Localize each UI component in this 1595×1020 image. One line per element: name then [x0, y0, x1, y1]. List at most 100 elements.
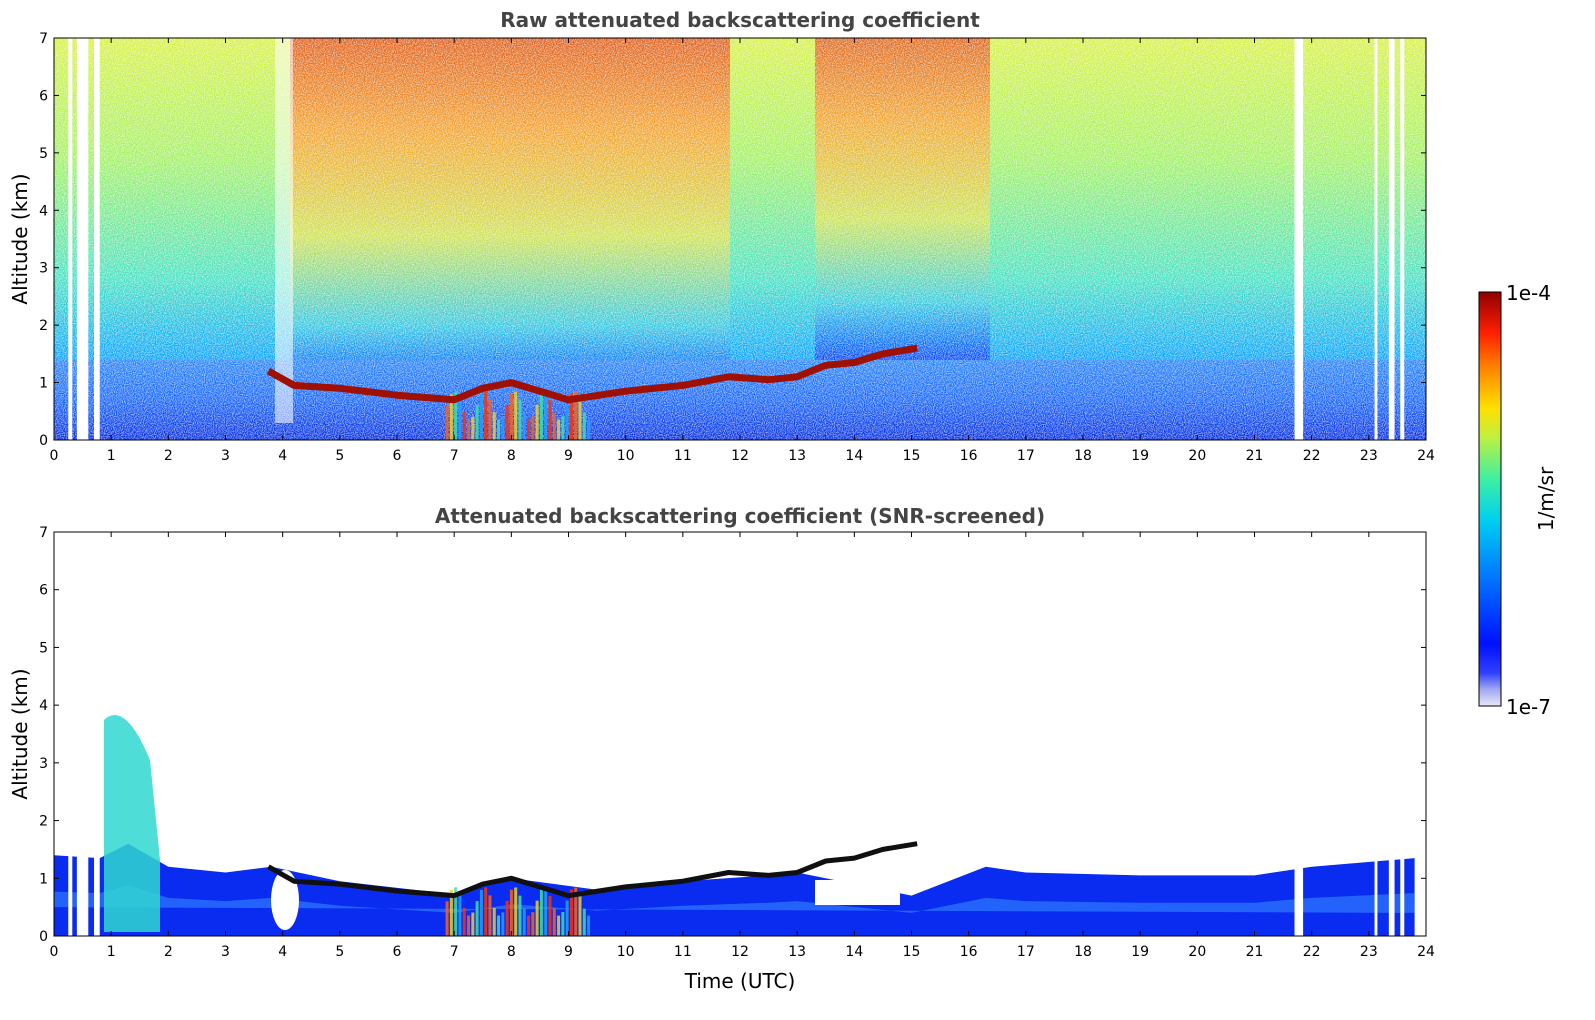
precip-streak: [535, 404, 539, 440]
precip-streak: [471, 416, 475, 440]
y-tick-label: 4: [39, 698, 48, 714]
precip-streak: [505, 900, 509, 936]
precip-streak: [548, 400, 552, 440]
precip-streak: [557, 419, 561, 440]
precip-streak: [501, 416, 505, 440]
precip-streak: [565, 404, 569, 440]
x-tick-label: 20: [1188, 944, 1206, 960]
screened-y-axis-label: Altitude (km): [8, 668, 32, 799]
precip-streak: [582, 908, 586, 936]
data-gap: [1388, 38, 1395, 440]
precip-streak: [449, 394, 453, 440]
x-tick-label: 4: [278, 944, 287, 960]
precip-streak: [475, 901, 479, 936]
x-tick-label: 13: [788, 448, 806, 464]
precip-streak: [479, 889, 483, 936]
raw-y-ticks: 0 1 2 3 4 5 6 7: [39, 31, 1426, 449]
precip-streak: [467, 419, 471, 440]
x-tick-label: 8: [507, 944, 516, 960]
precip-streak: [501, 912, 505, 936]
raw-y-axis-label: Altitude (km): [8, 173, 32, 304]
x-tick-label: 13: [788, 944, 806, 960]
colorbar-unit-label: 1/m/sr: [1534, 466, 1558, 531]
y-tick-label: 6: [39, 583, 48, 599]
raw-heatmap: [54, 38, 1426, 440]
panel-screened-title: Attenuated backscattering coefficient (S…: [435, 504, 1045, 528]
precip-streak: [557, 915, 561, 936]
y-tick-label: 2: [39, 318, 48, 334]
x-tick-label: 7: [450, 448, 459, 464]
panel-screened: Attenuated backscattering coefficient (S…: [8, 504, 1435, 993]
data-gap: [76, 532, 89, 936]
colorbar: 1e-4 1e-7 1/m/sr: [1478, 281, 1558, 719]
x-tick-label: 14: [845, 448, 863, 464]
precip-streak: [531, 912, 535, 936]
x-tick-label: 1: [107, 944, 116, 960]
precip-streak: [531, 416, 535, 440]
x-tick-label: 22: [1303, 944, 1321, 960]
x-tick-label: 0: [50, 944, 59, 960]
precip-streak: [535, 900, 539, 936]
screened-y-ticks: 0 1 2 3 4 5 6 7: [39, 525, 1426, 945]
precip-streak: [454, 887, 458, 936]
x-tick-label: 16: [960, 448, 978, 464]
precip-streak: [539, 393, 543, 440]
x-tick-label: 11: [674, 448, 692, 464]
y-tick-label: 3: [39, 261, 48, 277]
precip-streak: [587, 419, 591, 440]
x-tick-label: 23: [1360, 448, 1378, 464]
data-gap: [68, 532, 73, 936]
y-tick-label: 3: [39, 756, 48, 772]
x-tick-label: 24: [1417, 448, 1435, 464]
x-tick-label: 19: [1131, 944, 1149, 960]
x-tick-label: 5: [335, 944, 344, 960]
x-tick-label: 21: [1246, 448, 1264, 464]
x-tick-label: 3: [221, 448, 230, 464]
precip-streak: [548, 895, 552, 936]
precip-streak: [475, 405, 479, 440]
x-tick-label: 15: [903, 944, 921, 960]
precip-streak: [479, 394, 483, 440]
x-tick-label: 18: [1074, 448, 1092, 464]
precip-streak: [578, 896, 582, 936]
precip-streak: [514, 887, 518, 936]
precip-streak: [569, 889, 573, 936]
precip-streak: [505, 405, 509, 440]
data-gap: [68, 38, 73, 440]
x-tick-label: 4: [278, 448, 287, 464]
precip-streak: [462, 411, 466, 440]
data-gap: [1400, 38, 1405, 440]
colorbar-min-label: 1e-7: [1506, 695, 1551, 719]
x-tick-label: 5: [335, 448, 344, 464]
precip-streak: [484, 887, 488, 936]
x-tick-label: 18: [1074, 944, 1092, 960]
precip-streak: [552, 908, 556, 936]
screened-hole-13-15h: [815, 880, 900, 905]
x-tick-label: 2: [164, 944, 173, 960]
precip-streak: [569, 393, 573, 440]
precip-streak: [497, 419, 501, 440]
raw-x-ticks: 0 1 2 3 4 5 6 7 8 9 10 11 12 13 14 15 16 17 18 19 20 21 22 23 24: [50, 38, 1435, 464]
screened-x-ticks: 0 1 2 3 4 5 6 7 8 9 10 11 12 13 14 15 16 17 18 19 20 21 22 23 24: [50, 532, 1435, 960]
precip-streak: [492, 412, 496, 440]
colorbar-gradient: [1478, 291, 1502, 707]
precip-streak: [458, 895, 462, 936]
precip-streak: [462, 907, 466, 936]
colorbar-max-label: 1e-4: [1506, 281, 1551, 305]
precip-streak: [527, 915, 531, 936]
x-tick-label: 22: [1303, 448, 1321, 464]
raw-precip-streaks: [445, 391, 591, 440]
screened-heatmap: [54, 532, 1415, 936]
x-tick-label: 2: [164, 448, 173, 464]
y-tick-label: 1: [39, 376, 48, 392]
precip-streak: [484, 391, 488, 440]
x-tick-label: 9: [564, 448, 573, 464]
precip-streak: [467, 915, 471, 936]
data-gap: [1294, 532, 1304, 936]
screened-precip-streaks: [445, 887, 591, 936]
precip-streak: [518, 399, 522, 440]
x-tick-label: 15: [903, 448, 921, 464]
precip-streak: [497, 915, 501, 936]
precip-streak: [488, 895, 492, 936]
screened-hole-near-4h: [271, 870, 299, 930]
